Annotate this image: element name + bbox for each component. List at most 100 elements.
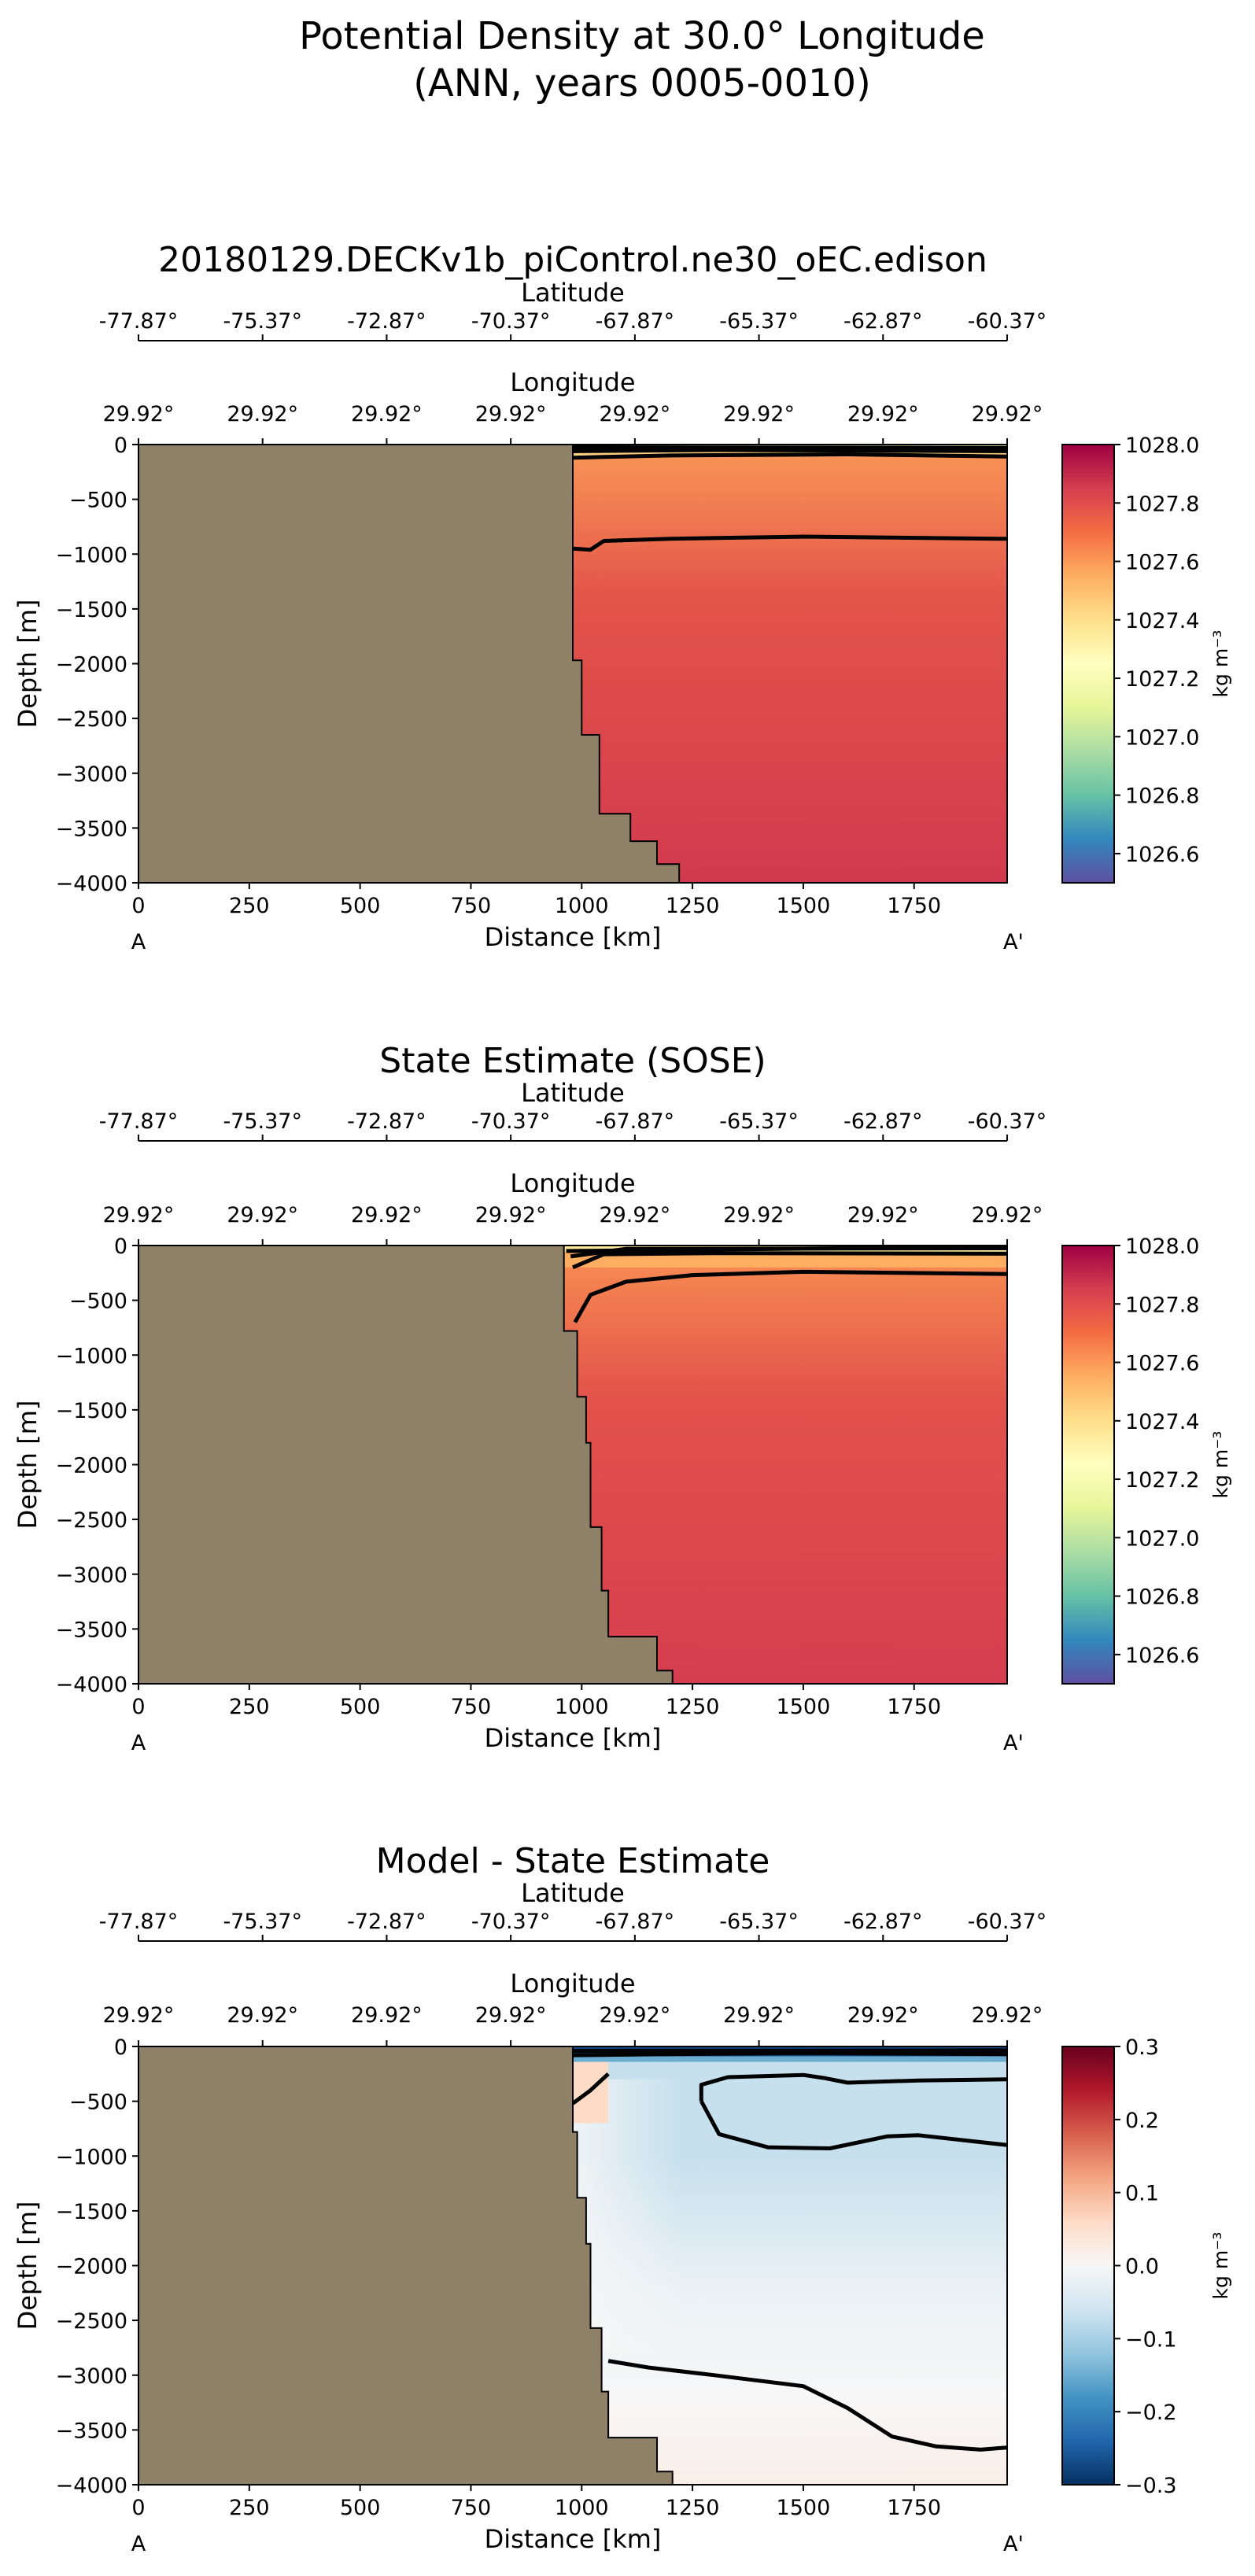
y-axis-label: Depth [m] <box>13 600 42 729</box>
section-start-label: A <box>131 930 146 954</box>
colorbar-tick-label: 1027.4 <box>1125 609 1199 633</box>
bathymetry-outline <box>563 1246 674 1684</box>
colorbar-tick-label: 1026.8 <box>1125 784 1199 809</box>
y-tick-label: −1000 <box>56 543 127 567</box>
y-tick-label: −2500 <box>56 1508 127 1533</box>
y-tick-label: −2500 <box>56 707 127 732</box>
contour-upper-a <box>572 452 1007 460</box>
longitude-tick-label: 29.92° <box>723 402 795 426</box>
longitude-tick-label: 29.92° <box>103 2003 175 2028</box>
x-axis-label: Distance [km] <box>485 1723 662 1753</box>
contour-upper-b <box>572 448 1007 453</box>
longitude-tick-label: 29.92° <box>351 1203 423 1227</box>
x-tick-label: 1000 <box>555 1695 609 1719</box>
latitude-tick-label: -75.37° <box>223 1109 302 1134</box>
x-tick-label: 1750 <box>887 1695 941 1719</box>
x-tick-label: 1250 <box>666 2496 720 2520</box>
longitude-tick-label: 29.92° <box>351 2003 423 2028</box>
colorbar-tick-label: −0.1 <box>1125 2327 1177 2352</box>
y-tick-label: −4000 <box>56 2474 127 2498</box>
longitude-tick-label: 29.92° <box>599 402 670 426</box>
longitude-tick-label: 29.92° <box>972 2003 1043 2028</box>
longitude-tick-label: 29.92° <box>475 2003 547 2028</box>
y-tick-label: −500 <box>69 1290 127 1314</box>
x-tick-label: 500 <box>340 894 381 918</box>
colorbar-tick-label: 1027.6 <box>1125 551 1199 575</box>
x-tick-label: 500 <box>340 2496 381 2520</box>
y-tick-label: −3000 <box>56 762 127 787</box>
latitude-axis-label: Latitude <box>521 278 625 308</box>
panel-title: 20180129.DECKv1b_piControl.ne30_oEC.edis… <box>158 240 987 280</box>
panel-3: Model - State Estimate 0 250 500 750 1000 1250… <box>13 1841 1232 2556</box>
colorbar-tick-label: 1028.0 <box>1125 1234 1199 1259</box>
colorbar-label: kg m⁻³ <box>1209 2232 1232 2300</box>
longitude-tick-label: 29.92° <box>227 2003 298 2028</box>
contour-1027.8 <box>573 1269 1007 1323</box>
panel-title: Model - State Estimate <box>376 1841 770 1881</box>
latitude-axis-label: Latitude <box>521 1078 625 1108</box>
colorbar-tick-label: 1026.6 <box>1125 1644 1199 1668</box>
latitude-tick-label: -67.87° <box>596 1109 675 1134</box>
y-tick-label: −1500 <box>56 598 127 622</box>
y-tick-label: −2000 <box>56 1454 127 1478</box>
colorbar-tick-label: 0.0 <box>1125 2255 1159 2279</box>
x-tick-label: 0 <box>131 894 145 918</box>
latitude-tick-label: -67.87° <box>596 309 675 334</box>
land-mask <box>138 1246 673 1684</box>
latitude-tick-label: -62.87° <box>843 309 923 334</box>
x-tick-label: 1000 <box>555 2496 609 2520</box>
latitude-tick-label: -65.37° <box>719 1109 799 1134</box>
colorbar-tick-label: 1027.0 <box>1125 725 1199 750</box>
surface-band-1 <box>138 1246 1007 1253</box>
colorbar-tick-label: −0.3 <box>1125 2474 1177 2498</box>
latitude-tick-label: -65.37° <box>719 1910 799 1934</box>
panel-2: State Estimate (SOSE) 0 250 500 750 1000 1250 1… <box>13 1041 1232 1755</box>
latitude-tick-label: -60.37° <box>968 1109 1047 1134</box>
latitude-tick-label: -60.37° <box>968 309 1047 334</box>
y-axis-label: Depth [m] <box>13 2201 42 2331</box>
contour-surface-a <box>572 2050 1007 2057</box>
longitude-tick-label: 29.92° <box>599 2003 670 2028</box>
contour-upper-a <box>572 1251 1007 1270</box>
latitude-tick-label: -62.87° <box>843 1109 923 1134</box>
contour-zero <box>607 2359 1007 2452</box>
contour-surface-b <box>572 2048 1007 2054</box>
figure-title-line-1: Potential Density at 30.0° Longitude <box>299 14 985 58</box>
longitude-tick-label: 29.92° <box>475 1203 547 1227</box>
longitude-tick-label: 29.92° <box>475 402 547 426</box>
x-tick-label: 1250 <box>666 1695 720 1719</box>
x-tick-label: 250 <box>229 894 270 918</box>
contour-neg-0.1-lower <box>699 2100 1007 2150</box>
latitude-tick-label: -75.37° <box>223 309 302 334</box>
colorbar-tick-label: 1027.0 <box>1125 1526 1199 1551</box>
section-end-label: A' <box>1003 2532 1024 2556</box>
colorbar-tick-label: 0.3 <box>1125 2035 1159 2060</box>
y-axis-label: Depth [m] <box>13 1401 42 1530</box>
x-tick-label: 0 <box>131 2496 145 2520</box>
section-start-label: A <box>131 2532 146 2556</box>
latitude-tick-label: -77.87° <box>99 1910 179 1934</box>
colorbar-tick-label: 1026.6 <box>1125 843 1199 867</box>
longitude-axis-label: Longitude <box>510 1969 635 1998</box>
longitude-tick-label: 29.92° <box>351 402 423 426</box>
y-tick-label: −3000 <box>56 2364 127 2389</box>
latitude-tick-label: -70.37° <box>471 1910 551 1934</box>
y-tick-label: −1000 <box>56 1344 127 1368</box>
latitude-tick-label: -70.37° <box>471 1109 551 1134</box>
y-tick-label: −4000 <box>56 872 127 896</box>
colorbar-tick-label: −0.2 <box>1125 2401 1177 2425</box>
x-axis-label: Distance [km] <box>485 922 662 952</box>
x-tick-label: 0 <box>131 1695 145 1719</box>
y-tick-label: −2000 <box>56 2255 127 2279</box>
contour-upper-c <box>566 1246 1007 1253</box>
colorbar-label: kg m⁻³ <box>1209 1431 1232 1499</box>
latitude-tick-label: -77.87° <box>99 309 179 334</box>
x-tick-label: 750 <box>451 2496 492 2520</box>
colorbar-tick-label: 0.1 <box>1125 2182 1159 2206</box>
contour-1027.8 <box>572 534 1007 552</box>
x-tick-label: 1750 <box>887 2496 941 2520</box>
y-tick-label: 0 <box>114 2035 127 2060</box>
colorbar <box>1061 444 1115 884</box>
slope-field <box>573 2079 1007 2353</box>
